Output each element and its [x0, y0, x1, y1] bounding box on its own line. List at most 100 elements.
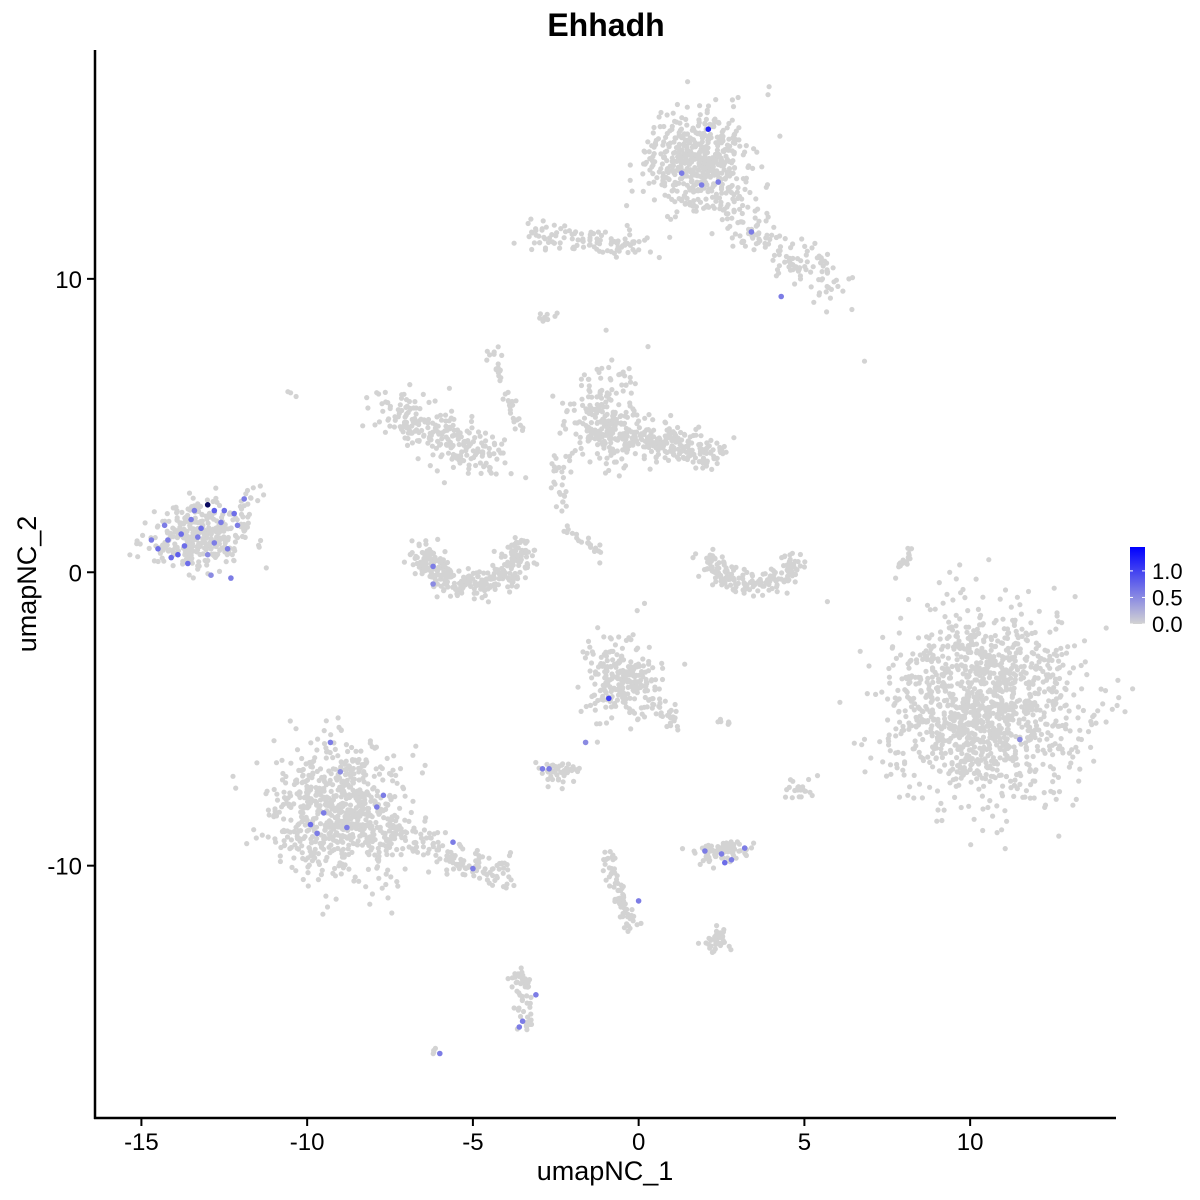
cell-point: [603, 704, 609, 710]
cell-point: [861, 736, 868, 742]
cell-point: [350, 778, 356, 785]
cell-point: [953, 623, 959, 629]
cell-point: [1051, 585, 1057, 591]
cell-point: [851, 740, 857, 746]
cell-point: [792, 281, 798, 287]
cell-point: [421, 565, 427, 571]
cell-point: [569, 231, 575, 237]
cell-point: [372, 837, 378, 843]
cell-point: [622, 906, 628, 912]
cell-point: [261, 492, 267, 498]
cell-point: [603, 877, 609, 883]
cell-point: [172, 505, 179, 511]
cell-point: [717, 444, 723, 451]
cell-point: [679, 448, 685, 454]
cell-point: [656, 169, 662, 175]
cell-point: [624, 921, 630, 927]
cell-point: [608, 636, 614, 642]
cell-point: [968, 842, 974, 848]
cell-point: [636, 425, 643, 431]
cell-point: [1052, 679, 1058, 686]
cell-point: [618, 887, 624, 894]
cell-point: [254, 760, 260, 766]
cell-point: [357, 826, 363, 833]
cell-point: [771, 224, 777, 230]
cell-point: [898, 652, 904, 658]
cell-point: [304, 805, 311, 811]
cell-point: [491, 548, 497, 555]
cell-point: [384, 755, 390, 762]
cell-point: [559, 508, 565, 514]
cell-point: [380, 808, 386, 814]
cell-point: [804, 259, 810, 265]
cell-point: [432, 398, 438, 404]
cell-point: [469, 413, 475, 420]
cell-point: [383, 881, 389, 888]
cell-point: [458, 860, 464, 866]
cell-point: [765, 92, 771, 98]
cell-point: [723, 449, 729, 455]
cell-point: [771, 252, 778, 258]
cell-point: [172, 527, 178, 533]
cell-point: [411, 405, 417, 411]
cell-point: [562, 229, 569, 235]
cell-point: [670, 162, 677, 169]
cell-point: [603, 399, 609, 405]
cell-point: [732, 131, 738, 138]
cell-point: [994, 742, 1000, 748]
cell-point: [950, 698, 956, 704]
cell-point: [333, 896, 339, 902]
cell-point: [737, 206, 743, 212]
cell-point: [1056, 658, 1062, 664]
cell-point: [958, 590, 964, 596]
cell-point: [697, 158, 703, 164]
cell-point: [737, 219, 744, 225]
cell-point: [376, 810, 382, 817]
cell-point: [963, 710, 969, 716]
cell-point: [700, 460, 706, 466]
cell-point: [939, 817, 945, 824]
cell-point: [958, 654, 964, 660]
cell-point: [622, 673, 628, 680]
cell-point: [636, 672, 642, 678]
cell-point: [965, 608, 971, 614]
cell-point: [586, 387, 592, 393]
cell-point: [976, 630, 982, 637]
cell-point: [385, 417, 391, 423]
cell-point: [371, 773, 377, 779]
cell-point: [490, 872, 496, 879]
cell-point: [1053, 796, 1059, 802]
cell-point: [655, 451, 662, 457]
cell-point: [174, 517, 180, 523]
cell-point: [277, 858, 283, 865]
cell-point: [486, 445, 492, 452]
cell-point: [988, 647, 994, 653]
cell-point: [951, 728, 957, 734]
cell-point: [426, 551, 432, 557]
cell-point: [1045, 730, 1051, 736]
cell-point: [1103, 625, 1109, 631]
cell-point: [602, 688, 608, 694]
cell-point: [939, 735, 945, 742]
cell-point: [306, 862, 312, 868]
cell-point: [947, 747, 954, 753]
cell-point: [379, 885, 385, 891]
cell-point: [209, 512, 215, 518]
cell-point: [434, 468, 440, 474]
cell-point: [719, 554, 725, 560]
cell-point: [1030, 703, 1036, 709]
cell-point: [693, 426, 699, 432]
cell-point: [575, 237, 581, 243]
cell-point: [385, 867, 391, 873]
cell-point: [277, 853, 283, 859]
cell-point: [724, 216, 731, 222]
cell-point: [968, 779, 974, 785]
cell-point: [730, 139, 737, 146]
cell-point: [1056, 675, 1063, 682]
cell-point: [917, 652, 923, 658]
cell-point: [1001, 740, 1008, 746]
cell-point: [827, 295, 834, 301]
cell-point: [691, 208, 697, 214]
cell-point: [801, 564, 808, 570]
cell-point: [1000, 783, 1006, 789]
